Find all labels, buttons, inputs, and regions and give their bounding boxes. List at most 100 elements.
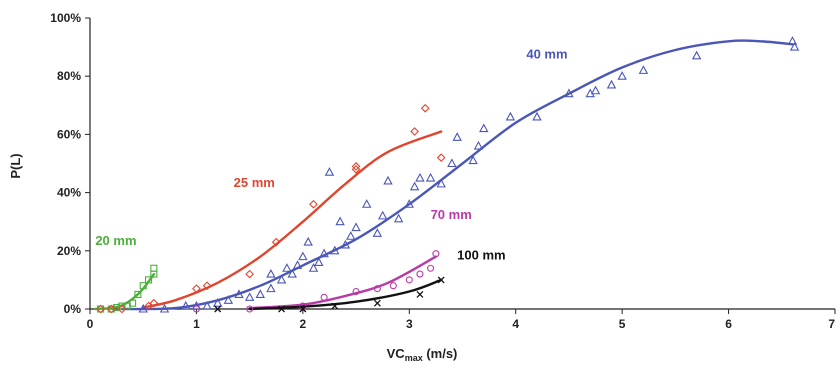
point-40-mm (181, 300, 191, 310)
y-tick-label: 100% (50, 11, 81, 25)
x-axis-title: VCmax (m/s) (387, 346, 458, 363)
point-25-mm (149, 298, 159, 308)
point-40-mm (447, 158, 457, 168)
point-40-mm (340, 239, 351, 249)
point-40-mm (282, 263, 292, 272)
point-25-mm (351, 162, 361, 171)
point-40-mm (532, 111, 542, 121)
point-40-mm (691, 50, 702, 60)
axes: 0% 20% 40% 60% 80% 100% 0 1 2 3 4 5 6 7 (50, 11, 836, 331)
point-40-mm (234, 289, 244, 299)
x-tick-label: 3 (406, 317, 413, 331)
point-20-mm (144, 276, 153, 284)
point-25-mm (436, 153, 446, 163)
x-tick-label: 4 (512, 317, 519, 331)
point-40-mm (314, 257, 324, 266)
point-100-mm (373, 299, 381, 307)
point-70-mm (192, 305, 200, 313)
series-label-40-mm: 40 mm (526, 47, 567, 62)
point-70-mm (352, 287, 360, 296)
x-tick-label: 2 (300, 317, 307, 331)
series-label-25-mm: 25 mm (234, 175, 275, 190)
series-label-20-mm: 20 mm (95, 233, 136, 248)
point-100-mm (299, 305, 307, 313)
point-25-mm (309, 199, 318, 209)
fit-line-100-mm (248, 278, 443, 311)
point-40-mm (191, 300, 202, 310)
point-40-mm (361, 199, 372, 208)
point-40-mm (276, 274, 287, 284)
point-40-mm (393, 213, 404, 223)
point-40-mm (409, 181, 420, 191)
point-40-mm (606, 79, 617, 89)
point-40-mm (787, 36, 798, 45)
point-40-mm (436, 178, 446, 188)
y-axis-title: P(L) (8, 153, 23, 178)
point-25-mm (144, 301, 153, 311)
point-70-mm (432, 250, 440, 258)
point-40-mm (452, 132, 462, 141)
y-tick-label: 0% (64, 302, 82, 316)
point-40-mm (789, 41, 800, 51)
y-tick-label: 20% (57, 244, 81, 258)
point-70-mm (416, 270, 424, 278)
point-40-mm (404, 199, 415, 208)
point-100-mm (416, 290, 424, 298)
point-40-mm (212, 298, 223, 307)
y-tick-label: 60% (57, 127, 81, 141)
point-25-mm (192, 284, 201, 294)
fit-line-70-mm (248, 255, 438, 310)
y-tick-label: 40% (57, 186, 81, 200)
point-20-mm (118, 302, 126, 310)
point-25-mm (96, 304, 106, 314)
point-40-mm (351, 222, 361, 232)
point-40-mm (383, 175, 393, 185)
point-40-mm (617, 71, 627, 80)
x-tick-label: 6 (725, 317, 732, 331)
point-70-mm (246, 305, 254, 313)
point-40-mm (473, 140, 484, 150)
point-40-mm (425, 172, 436, 182)
point-25-mm (410, 127, 419, 136)
point-25-mm (245, 269, 255, 279)
point-40-mm (292, 260, 303, 269)
point-40-mm (266, 268, 276, 278)
point-100-mm (331, 302, 339, 310)
data-markers (96, 36, 800, 314)
point-40-mm (287, 268, 297, 278)
point-40-mm (372, 228, 383, 237)
point-20-mm (129, 299, 137, 307)
y-tick-label: 80% (57, 69, 81, 83)
point-40-mm (202, 300, 212, 310)
point-40-mm (244, 292, 255, 301)
point-40-mm (255, 289, 266, 299)
point-25-mm (117, 304, 127, 314)
point-100-mm (214, 305, 222, 313)
point-25-mm (351, 164, 361, 174)
fit-line-40-mm (120, 39, 794, 311)
point-100-mm (278, 305, 286, 313)
point-20-mm (139, 282, 147, 290)
x-axis-title-unit: (m/s) (423, 346, 458, 361)
point-20-mm (134, 290, 142, 299)
series-labels: 20 mm 25 mm 40 mm 70 mm 100 mm (95, 47, 567, 263)
point-70-mm (373, 285, 381, 293)
point-40-mm (319, 248, 329, 258)
x-tick-label: 1 (193, 317, 200, 331)
point-40-mm (330, 245, 340, 255)
series-label-100-mm: 100 mm (457, 248, 505, 263)
point-40-mm (346, 231, 356, 240)
point-70-mm (389, 282, 397, 290)
point-25-mm (420, 103, 430, 113)
point-25-mm (271, 237, 281, 247)
point-40-mm (638, 65, 649, 74)
point-40-mm (159, 303, 170, 313)
point-25-mm (202, 281, 212, 291)
point-40-mm (468, 155, 478, 165)
point-25-mm (106, 304, 116, 314)
point-70-mm (405, 276, 413, 284)
point-40-mm (266, 283, 276, 293)
point-40-mm (223, 295, 234, 304)
fit-line-25-mm (142, 130, 443, 309)
